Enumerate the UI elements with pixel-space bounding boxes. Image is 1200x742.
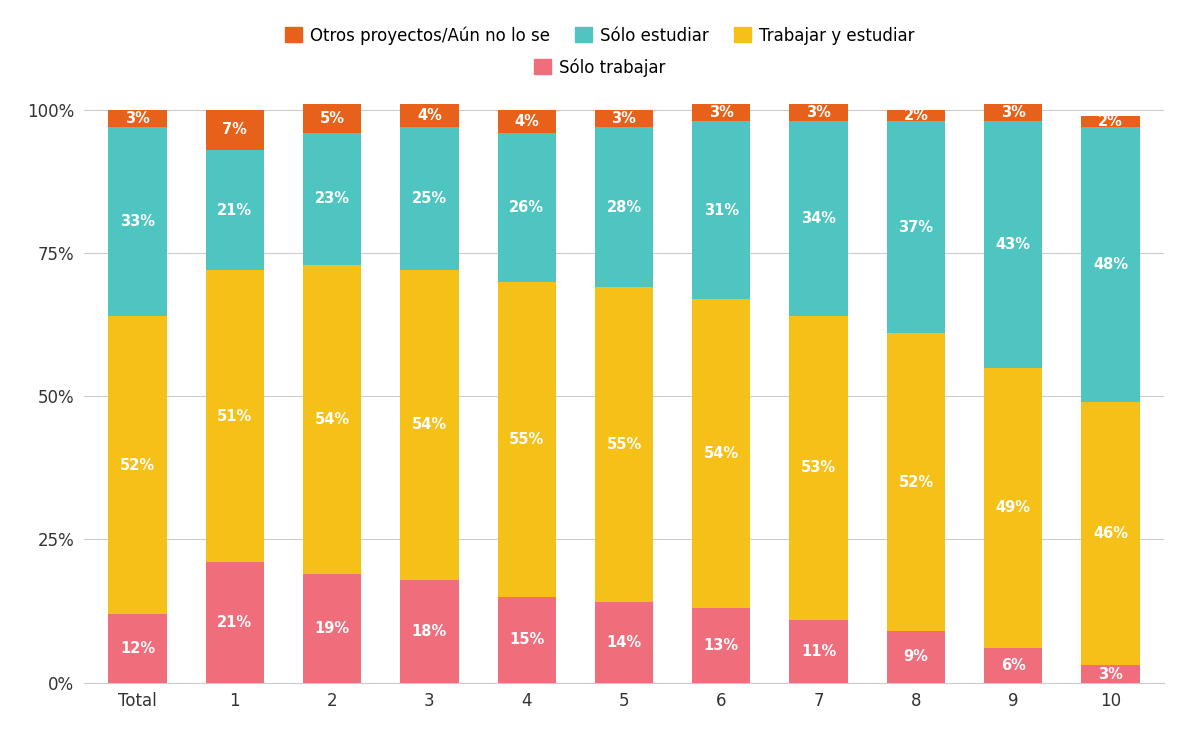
Text: 4%: 4% [515,114,539,129]
Text: 53%: 53% [802,460,836,476]
Bar [108,110,167,127]
Text: 6%: 6% [1001,658,1026,673]
Bar [1081,116,1140,127]
Text: 18%: 18% [412,623,448,639]
Bar [498,597,556,683]
Bar [595,603,653,683]
Legend: Otros proyectos/Aún no lo se, Sólo estudiar, Trabajar y estudiar: Otros proyectos/Aún no lo se, Sólo estud… [278,19,922,51]
Bar [595,127,653,287]
Bar [595,287,653,603]
Bar [108,614,167,683]
Bar [887,122,946,333]
Bar [887,333,946,631]
Text: 2%: 2% [904,108,929,123]
Bar [790,620,847,683]
Text: 19%: 19% [314,621,349,636]
Text: 3%: 3% [709,105,733,120]
Bar [205,150,264,270]
Bar [498,282,556,597]
Text: 12%: 12% [120,641,155,656]
Bar [302,104,361,133]
Text: 54%: 54% [703,446,739,461]
Text: 3%: 3% [806,105,832,120]
Text: 52%: 52% [120,458,155,473]
Bar [401,104,458,127]
Bar [692,104,750,122]
Bar [790,122,847,316]
Text: 43%: 43% [996,237,1031,252]
Bar [984,649,1043,683]
Text: 48%: 48% [1093,257,1128,272]
Bar [302,133,361,265]
Text: 34%: 34% [802,211,836,226]
Text: 4%: 4% [416,108,442,123]
Text: 3%: 3% [1001,105,1026,120]
Bar [595,110,653,127]
Text: 9%: 9% [904,649,929,664]
Text: 31%: 31% [703,203,739,217]
Text: 25%: 25% [412,191,446,206]
Text: 37%: 37% [899,220,934,234]
Bar [205,270,264,562]
Bar [302,574,361,683]
Bar [302,265,361,574]
Text: 49%: 49% [996,500,1031,516]
Text: 52%: 52% [899,475,934,490]
Text: 2%: 2% [1098,114,1123,129]
Text: 13%: 13% [703,638,739,653]
Text: 51%: 51% [217,409,252,424]
Bar [1081,666,1140,683]
Bar [692,122,750,299]
Bar [887,631,946,683]
Bar [692,608,750,683]
Text: 23%: 23% [314,191,349,206]
Legend: Sólo trabajar: Sólo trabajar [528,51,672,83]
Bar [401,580,458,683]
Text: 21%: 21% [217,203,252,217]
Bar [108,127,167,316]
Text: 54%: 54% [412,418,446,433]
Bar [887,110,946,122]
Text: 3%: 3% [1098,666,1123,682]
Text: 21%: 21% [217,615,252,630]
Bar [790,316,847,620]
Text: 3%: 3% [612,111,636,126]
Bar [401,127,458,270]
Bar [205,562,264,683]
Bar [984,367,1043,649]
Bar [108,316,167,614]
Text: 11%: 11% [800,643,836,659]
Text: 5%: 5% [319,111,344,126]
Text: 3%: 3% [125,111,150,126]
Text: 15%: 15% [509,632,545,647]
Bar [984,104,1043,122]
Bar [692,299,750,608]
Bar [984,122,1043,367]
Text: 7%: 7% [222,122,247,137]
Text: 54%: 54% [314,412,349,427]
Text: 26%: 26% [509,200,545,214]
Text: 33%: 33% [120,214,155,229]
Bar [401,270,458,580]
Bar [498,110,556,133]
Bar [498,133,556,282]
Text: 55%: 55% [509,432,545,447]
Text: 55%: 55% [606,438,642,453]
Bar [1081,402,1140,666]
Bar [1081,127,1140,402]
Bar [205,110,264,150]
Text: 28%: 28% [606,200,642,214]
Text: 46%: 46% [1093,526,1128,541]
Text: 14%: 14% [606,635,642,650]
Bar [790,104,847,122]
